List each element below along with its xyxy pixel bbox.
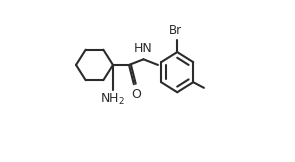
Text: NH$_2$: NH$_2$ [101,91,125,107]
Text: O: O [131,88,141,101]
Text: HN: HN [133,42,152,55]
Text: Br: Br [169,24,182,37]
